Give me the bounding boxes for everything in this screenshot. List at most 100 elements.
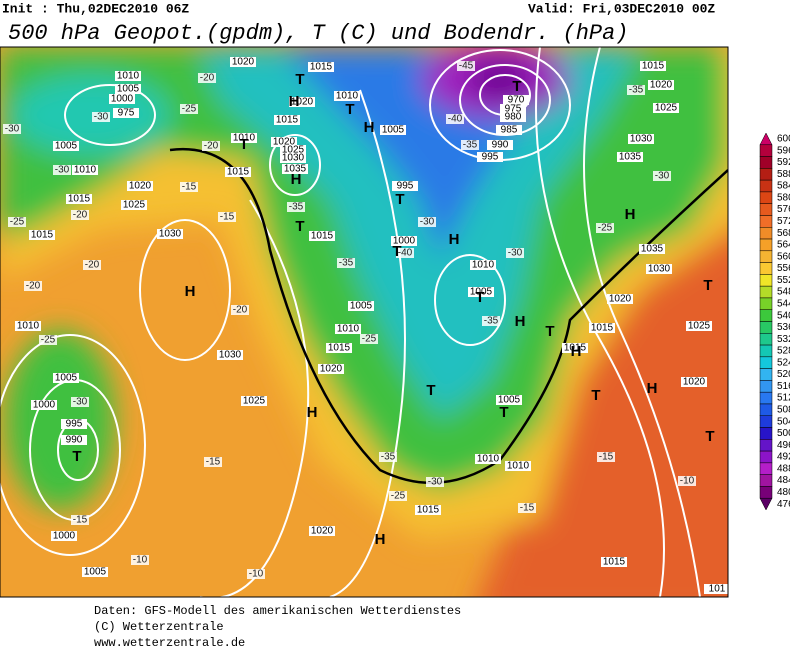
isobar-label: 975: [505, 104, 522, 115]
isobar-label-box: [127, 181, 153, 191]
temperature-label-box: [482, 316, 500, 326]
isobar-label-box: [348, 301, 374, 311]
isobar-label: 1010: [17, 321, 40, 332]
isobar-label-box: [640, 61, 666, 71]
temperature-label: -20: [233, 305, 248, 316]
isobar-label: 1030: [219, 350, 242, 361]
footer-url: www.wetterzentrale.de: [94, 636, 245, 648]
isobar-label-box: [607, 294, 633, 304]
temperature-label: -30: [420, 217, 435, 228]
temperature-label: -30: [508, 248, 523, 259]
isobar-label-box: [61, 435, 87, 445]
isobar-label-box: [53, 141, 79, 151]
colorbar-label: 580: [777, 192, 790, 203]
isobar-label-box: [15, 321, 41, 331]
isobar-label-box: [61, 419, 87, 429]
temperature-label-box: [418, 217, 436, 227]
isobar-label-box: [225, 167, 251, 177]
colorbar-cell: [759, 356, 773, 369]
pressure-center: H: [647, 380, 658, 397]
temperature-label: -15: [599, 452, 614, 463]
isobar-label: 1005: [382, 125, 405, 136]
colorbar-cell: [759, 250, 773, 263]
isobar-label-box: [53, 373, 79, 383]
isobar-label: 1000: [393, 236, 416, 247]
isobar-label: 1020: [650, 80, 673, 91]
temperature-label: -25: [10, 217, 25, 228]
temperature-label: -30: [73, 397, 88, 408]
pressure-center: T: [426, 382, 435, 399]
isobar-label: 1010: [336, 91, 359, 102]
temperature-label-box: [92, 112, 110, 122]
colorbar-cell: [759, 203, 773, 216]
isobar-label: 990: [66, 435, 83, 446]
isobar-label: 1020: [273, 137, 296, 148]
pressure-center: T: [703, 277, 712, 294]
isobar-label: 1015: [417, 505, 440, 516]
isobar-label: 1010: [337, 324, 360, 335]
isobar-label: 1010: [507, 461, 530, 472]
colorbar-cell: [759, 215, 773, 228]
isobar-label-box: [82, 567, 108, 577]
isobar-label: 1025: [123, 200, 146, 211]
pressure-center: T: [545, 323, 554, 340]
isobar-label: 1005: [350, 301, 373, 312]
isobar-label: 1020: [232, 57, 255, 68]
isobar-label: 1020: [609, 294, 632, 305]
colorbar-cell: [759, 333, 773, 346]
isobar-label-box: [72, 165, 98, 175]
colorbar-cell: [759, 344, 773, 358]
colorbar-label: 532: [777, 334, 790, 345]
isobar-label: 1015: [603, 557, 626, 568]
isobar-label: 1025: [655, 103, 678, 114]
isobar-label: 1035: [619, 152, 642, 163]
temperature-label-box: [24, 281, 42, 291]
temperature-label-box: [198, 73, 216, 83]
isobar-label-box: [109, 94, 135, 104]
temperature-label-box: [287, 202, 305, 212]
colorbar-cell: [759, 168, 773, 181]
isobar-label-box: [391, 236, 417, 246]
isobar-label-box: [51, 531, 77, 541]
colorbar-label: 484: [777, 475, 790, 486]
isobar-label: 1025: [282, 145, 305, 156]
temperature-label: -25: [391, 491, 406, 502]
isobar-label: 1005: [470, 287, 493, 298]
temperature-label-box: [131, 555, 149, 565]
colorbar-label: 592: [777, 157, 790, 168]
isobar-label-box: [496, 125, 522, 135]
isobar-label-box: [241, 396, 267, 406]
colorbar-cell: [759, 474, 773, 487]
isobar-label-box: [217, 350, 243, 360]
temperature-label-box: [247, 569, 265, 579]
isobar-label-box: [468, 287, 494, 297]
pressure-center: T: [295, 218, 304, 235]
colorbar-label: 588: [777, 169, 790, 180]
isobar-label-box: [500, 104, 526, 114]
temperature-label-box: [53, 165, 71, 175]
isobar-label-box: [289, 97, 315, 107]
isobar-label: 1030: [648, 264, 671, 275]
pressure-center: T: [345, 101, 354, 118]
isobar-label-box: [505, 461, 531, 471]
colorbar-cell: [759, 415, 773, 428]
colorbar-label: 516: [777, 381, 790, 392]
colorbar-cell: [759, 439, 773, 452]
temperature-label: -30: [94, 112, 109, 123]
temperature-label-box: [396, 248, 414, 258]
isobar-label: 101: [709, 584, 726, 595]
temperature-label: -15: [520, 503, 535, 514]
temperature-label-box: [457, 61, 475, 71]
colorbar-label: 576: [777, 204, 790, 215]
colorbar-cell: [759, 156, 773, 169]
isobar-label: 1020: [311, 526, 334, 537]
isobar-label-box: [475, 454, 501, 464]
isobar-label-box: [617, 152, 643, 162]
isobar-label: 1000: [111, 94, 134, 105]
temperature-label: -35: [629, 85, 644, 96]
temperature-label-box: [204, 457, 222, 467]
isobar-label: 1020: [320, 364, 343, 375]
pressure-center: H: [289, 93, 300, 110]
isobar-label-box: [562, 343, 588, 353]
temperature-label: -30: [5, 124, 20, 135]
